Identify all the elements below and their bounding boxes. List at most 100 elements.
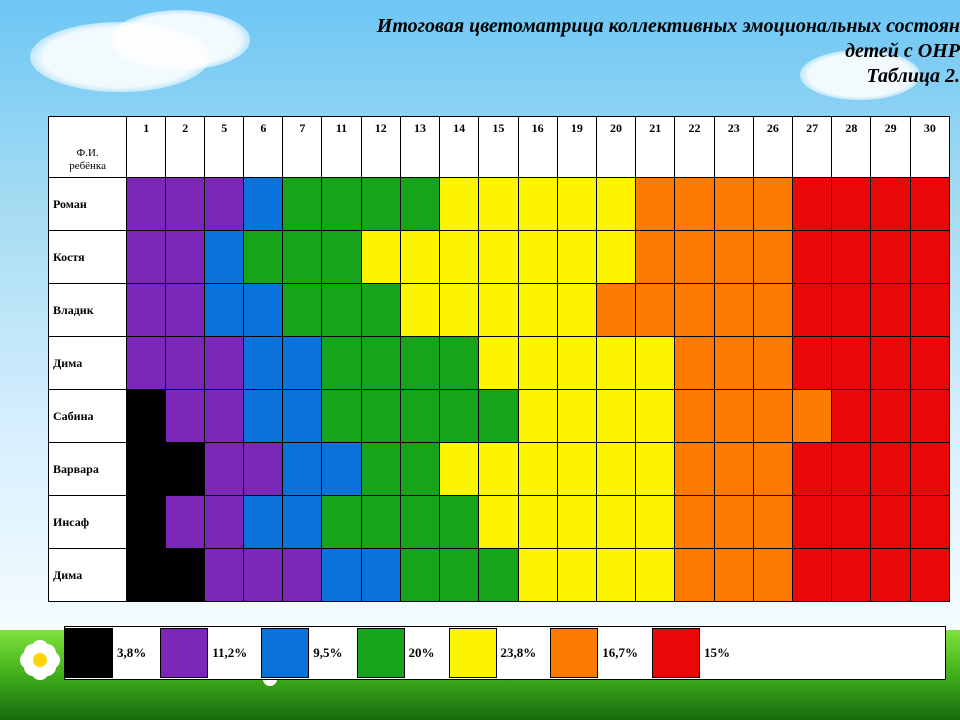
color-cell — [127, 390, 166, 443]
day-header: 21 — [636, 117, 675, 178]
color-cell — [440, 337, 479, 390]
page-title: Итоговая цветоматрица коллективных эмоци… — [120, 14, 960, 89]
color-cell — [910, 231, 949, 284]
color-cell — [793, 443, 832, 496]
color-cell — [479, 284, 518, 337]
color-cell — [440, 178, 479, 231]
color-cell — [400, 390, 439, 443]
color-cell — [871, 231, 910, 284]
title-line-3: Таблица 2. — [867, 65, 960, 87]
color-cell — [557, 496, 596, 549]
color-cell — [322, 390, 361, 443]
color-cell — [322, 231, 361, 284]
color-cell — [714, 231, 753, 284]
color-cell — [753, 178, 792, 231]
color-cell — [714, 178, 753, 231]
color-cell — [557, 337, 596, 390]
color-cell — [596, 337, 635, 390]
day-header: 15 — [479, 117, 518, 178]
color-cell — [636, 443, 675, 496]
color-cell — [753, 337, 792, 390]
legend-percent: 16,7% — [602, 645, 652, 661]
color-cell — [518, 337, 557, 390]
color-cell — [166, 496, 205, 549]
color-cell — [166, 231, 205, 284]
color-cell — [714, 443, 753, 496]
color-cell — [205, 178, 244, 231]
title-line-1: Итоговая цветоматрица коллективных эмоци… — [377, 15, 960, 37]
color-cell — [910, 496, 949, 549]
day-header: 16 — [518, 117, 557, 178]
color-cell — [753, 390, 792, 443]
legend-swatch — [65, 628, 113, 678]
color-cell — [361, 178, 400, 231]
day-header: 2 — [166, 117, 205, 178]
color-cell — [479, 496, 518, 549]
color-cell — [714, 390, 753, 443]
color-cell — [636, 496, 675, 549]
color-cell — [205, 549, 244, 602]
color-cell — [714, 337, 753, 390]
color-cell — [832, 337, 871, 390]
day-header: 26 — [753, 117, 792, 178]
color-cell — [793, 337, 832, 390]
color-cell — [753, 231, 792, 284]
color-cell — [479, 178, 518, 231]
color-cell — [400, 284, 439, 337]
color-cell — [127, 178, 166, 231]
color-cell — [675, 284, 714, 337]
color-cell — [910, 549, 949, 602]
color-cell — [832, 496, 871, 549]
color-cell — [361, 443, 400, 496]
table-row: Сабина — [49, 390, 950, 443]
color-cell — [127, 443, 166, 496]
legend-percent: 11,2% — [212, 645, 261, 661]
color-cell — [596, 496, 635, 549]
color-cell — [244, 337, 283, 390]
color-cell — [440, 390, 479, 443]
color-cell — [596, 549, 635, 602]
color-cell — [793, 496, 832, 549]
color-cell — [479, 549, 518, 602]
corner-label-2: ребёнка — [69, 160, 106, 172]
table-row: Варвара — [49, 443, 950, 496]
color-cell — [440, 549, 479, 602]
color-cell — [910, 178, 949, 231]
color-cell — [361, 284, 400, 337]
color-cell — [322, 337, 361, 390]
color-cell — [361, 231, 400, 284]
color-cell — [596, 443, 635, 496]
color-cell — [636, 549, 675, 602]
color-cell — [793, 390, 832, 443]
color-cell — [322, 549, 361, 602]
legend-item: 15% — [652, 627, 744, 679]
color-cell — [636, 284, 675, 337]
legend-item: 23,8% — [449, 627, 551, 679]
color-cell — [753, 443, 792, 496]
color-cell — [283, 231, 322, 284]
color-cell — [793, 231, 832, 284]
color-cell — [244, 390, 283, 443]
table-row: Владик — [49, 284, 950, 337]
color-cell — [910, 390, 949, 443]
color-cell — [244, 178, 283, 231]
color-cell — [871, 549, 910, 602]
color-cell — [753, 549, 792, 602]
color-matrix-table-wrap: Ф.И. ребёнка 125671112131415161920212223… — [48, 116, 950, 602]
legend-swatch — [449, 628, 497, 678]
day-header: 1 — [127, 117, 166, 178]
color-cell — [244, 443, 283, 496]
color-cell — [400, 231, 439, 284]
color-cell — [400, 337, 439, 390]
color-cell — [205, 337, 244, 390]
legend-percent: 3,8% — [117, 645, 160, 661]
color-cell — [361, 390, 400, 443]
color-cell — [322, 443, 361, 496]
color-cell — [205, 496, 244, 549]
day-header: 7 — [283, 117, 322, 178]
child-name: Сабина — [49, 390, 127, 443]
color-cell — [127, 284, 166, 337]
color-cell — [714, 496, 753, 549]
color-cell — [675, 443, 714, 496]
color-cell — [244, 496, 283, 549]
